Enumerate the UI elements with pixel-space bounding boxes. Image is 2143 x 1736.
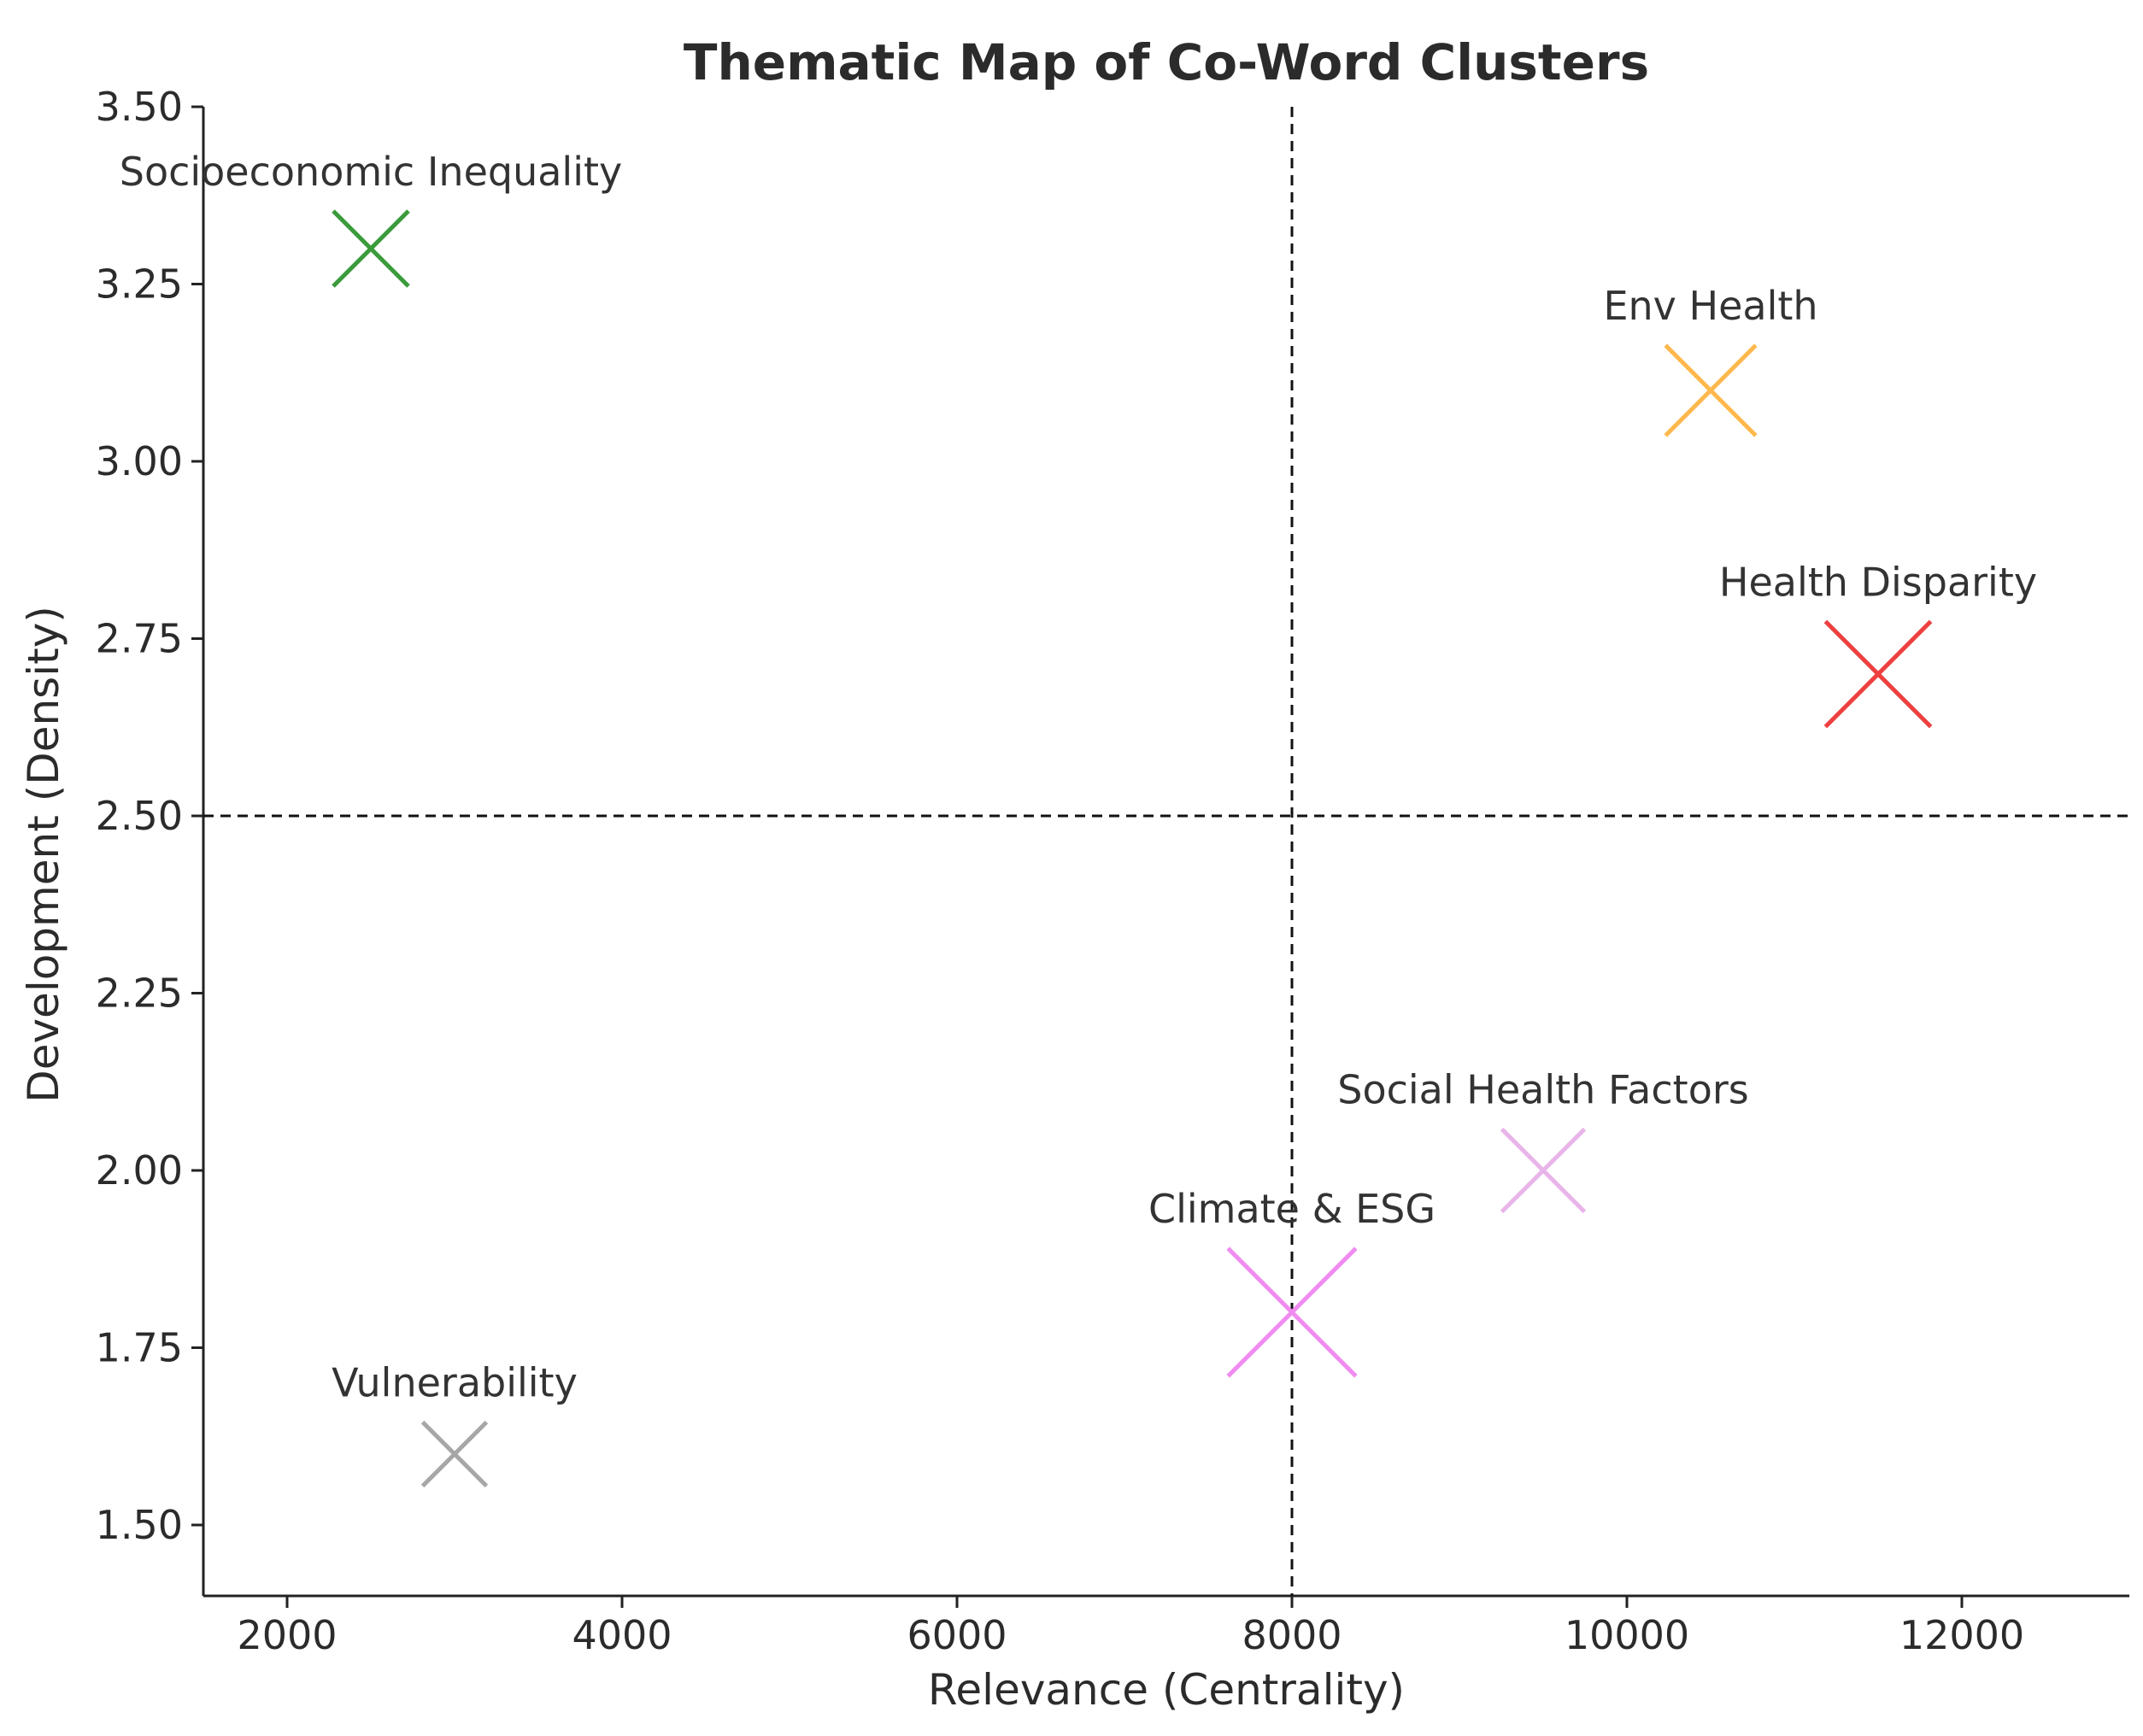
data-point-vulnerability: Vulnerability [332, 1360, 578, 1488]
plot-area: 2000 4000 6000 8000 10000 12000 1.50 1.75 2.00 2.… [96, 84, 2129, 1658]
x-tick-label: 6000 [907, 1612, 1007, 1658]
data-label: Socioeconomic Inequality [120, 149, 622, 195]
data-point-climate-esg: Climate & ESG [1148, 1186, 1436, 1378]
data-point-social-health-factors: Social Health Factors [1337, 1067, 1749, 1214]
y-tick-label: 1.75 [96, 1325, 183, 1371]
y-tick-label: 3.00 [96, 438, 183, 484]
x-marker-stroke [420, 1420, 489, 1488]
y-tick-label: 2.00 [96, 1147, 183, 1194]
x-marker-stroke [1664, 343, 1758, 437]
data-label: Social Health Factors [1337, 1067, 1748, 1113]
data-point-env-health: Env Health [1603, 283, 1818, 437]
data-point-health-disparity: Health Disparity [1719, 559, 2037, 729]
y-tick-label: 2.25 [96, 971, 183, 1017]
x-tick-label: 10000 [1565, 1612, 1689, 1658]
x-marker-stroke [1500, 1127, 1587, 1214]
data-label: Climate & ESG [1148, 1186, 1436, 1232]
chart-title: Thematic Map of Co-Word Clusters [684, 33, 1649, 91]
data-point-socioeconomic-inequality: Socioeconomic Inequality [120, 149, 622, 288]
y-tick-label: 3.50 [96, 84, 183, 130]
x-tick-label: 2000 [237, 1612, 337, 1658]
x-tick-label: 4000 [572, 1612, 672, 1658]
x-marker-stroke [1823, 619, 1933, 729]
x-marker-stroke [332, 209, 410, 288]
y-axis-label: Development (Density) [19, 606, 68, 1103]
y-tick-label: 1.50 [96, 1502, 183, 1548]
y-tick-label: 3.25 [96, 261, 183, 308]
data-label: Health Disparity [1719, 559, 2037, 605]
x-tick-label: 8000 [1242, 1612, 1342, 1658]
x-marker-stroke [1226, 1246, 1358, 1378]
data-label: Vulnerability [332, 1360, 578, 1406]
data-label: Env Health [1603, 283, 1817, 329]
x-tick-label: 12000 [1899, 1612, 2024, 1658]
x-axis-label: Relevance (Centrality) [928, 1665, 1405, 1715]
y-tick-label: 2.50 [96, 793, 183, 839]
y-tick-label: 2.75 [96, 616, 183, 662]
